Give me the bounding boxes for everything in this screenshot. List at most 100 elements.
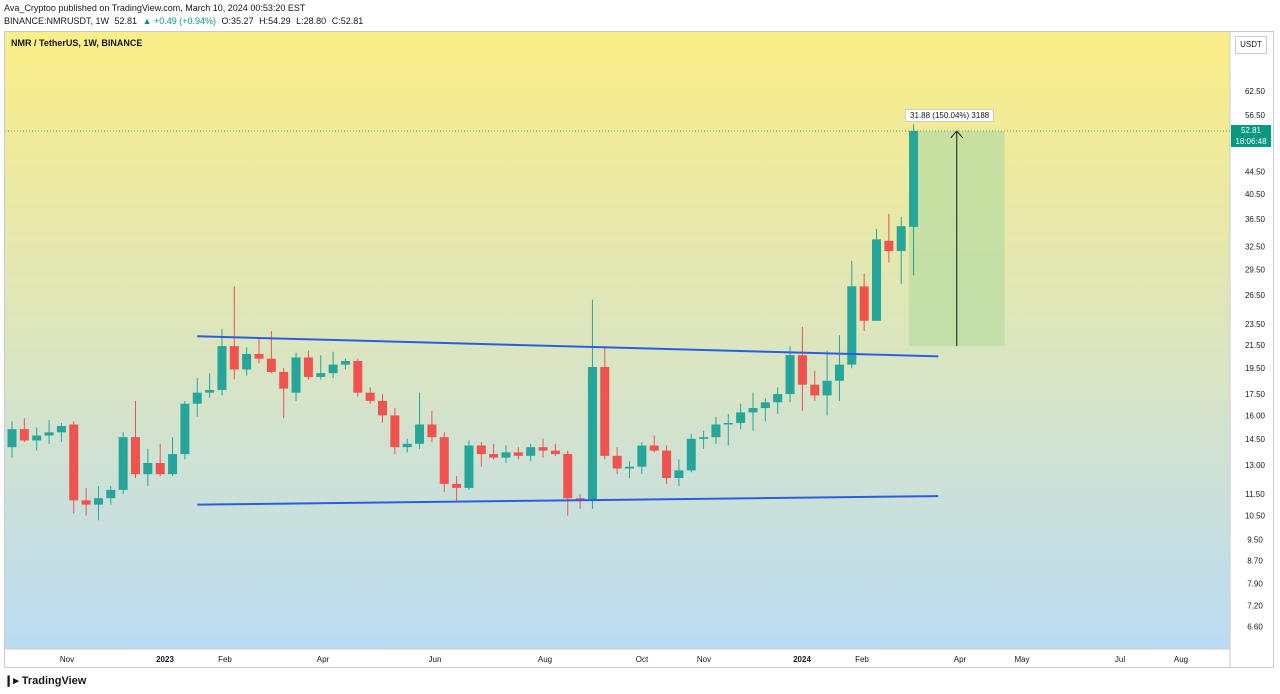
candle-body — [822, 380, 832, 396]
candle[interactable] — [501, 445, 511, 464]
candle-body — [810, 384, 820, 396]
time-tick-label: 2023 — [156, 655, 174, 664]
candle[interactable] — [625, 461, 634, 479]
candle[interactable] — [390, 408, 400, 455]
price-tick-label: 19.50 — [1245, 364, 1266, 373]
candle[interactable] — [402, 438, 412, 453]
candle[interactable] — [131, 400, 140, 479]
candle[interactable] — [526, 443, 536, 462]
candle[interactable] — [365, 387, 375, 404]
candle[interactable] — [859, 273, 869, 332]
candle[interactable] — [723, 413, 733, 446]
candle[interactable] — [760, 398, 770, 422]
chart-frame[interactable]: 62.50 56.50 44.50 40.50 36.50 32.50 29.50 26.50… — [4, 31, 1274, 668]
candle[interactable] — [909, 124, 919, 276]
candle[interactable] — [415, 392, 425, 449]
candle[interactable] — [229, 286, 239, 380]
candle[interactable] — [205, 373, 215, 399]
candle[interactable] — [810, 370, 820, 401]
candle[interactable] — [452, 476, 462, 503]
candle[interactable] — [649, 435, 659, 453]
candle[interactable] — [797, 326, 807, 411]
candle[interactable] — [217, 328, 227, 396]
candle[interactable] — [242, 347, 252, 376]
candle[interactable] — [328, 351, 338, 379]
candle[interactable] — [353, 358, 363, 397]
candle[interactable] — [822, 350, 832, 416]
candle[interactable] — [464, 440, 474, 490]
candle[interactable] — [316, 355, 326, 380]
candle[interactable] — [56, 422, 66, 443]
price-tick-label: 36.50 — [1245, 215, 1266, 224]
candle[interactable] — [291, 352, 301, 401]
candle-body — [340, 361, 350, 365]
candle[interactable] — [32, 427, 42, 451]
candle-body — [452, 483, 462, 488]
candle[interactable] — [563, 450, 573, 516]
candle[interactable] — [513, 447, 523, 460]
chart-background — [5, 32, 1230, 649]
candle[interactable] — [106, 485, 116, 505]
candle[interactable] — [699, 430, 709, 449]
candle[interactable] — [427, 410, 437, 443]
candle[interactable] — [155, 443, 165, 477]
candle[interactable] — [44, 419, 54, 444]
candle[interactable] — [711, 416, 721, 444]
candle[interactable] — [736, 403, 746, 430]
candle[interactable] — [662, 445, 672, 484]
candle[interactable] — [81, 487, 91, 516]
time-tick-label: Oct — [636, 655, 649, 664]
tradingview-footer: ❙▸ TradingView — [4, 674, 86, 688]
candle[interactable] — [340, 358, 350, 370]
candle[interactable] — [118, 432, 128, 495]
last-price-badge: 52.81 18:06:48 — [1231, 124, 1271, 147]
candle-body — [513, 452, 523, 456]
price-tick-label: 16.00 — [1245, 411, 1266, 420]
candle[interactable] — [180, 400, 190, 460]
candle[interactable] — [143, 448, 153, 486]
candle[interactable] — [847, 260, 857, 369]
publisher-line: Ava_Cryptoo published on TradingView.com… — [4, 3, 306, 13]
candle[interactable] — [550, 443, 560, 456]
candle[interactable] — [489, 443, 499, 460]
candle[interactable] — [896, 216, 906, 284]
candle[interactable] — [439, 432, 449, 492]
candle[interactable] — [600, 346, 610, 460]
candle[interactable] — [7, 421, 17, 458]
candle[interactable] — [303, 350, 313, 380]
candle[interactable] — [773, 387, 783, 414]
candle[interactable] — [538, 438, 548, 458]
candle[interactable] — [834, 335, 844, 401]
candle[interactable] — [476, 442, 486, 467]
candle[interactable] — [686, 433, 696, 473]
time-axis-background — [5, 649, 1230, 667]
candle-body — [859, 286, 869, 321]
candle[interactable] — [168, 437, 178, 477]
price-tick-label: 29.50 — [1245, 266, 1266, 275]
price-tick-label: 62.50 — [1245, 87, 1266, 96]
candle[interactable] — [192, 378, 202, 417]
candle-body — [637, 445, 647, 467]
candle-body — [736, 412, 746, 423]
candle[interactable] — [884, 213, 894, 263]
currency-selector[interactable]: USDT — [1235, 36, 1267, 54]
support-trendline[interactable] — [197, 495, 939, 506]
candle[interactable] — [19, 418, 29, 443]
time-tick-label: 2024 — [793, 655, 811, 664]
resistance-trendline[interactable] — [197, 335, 939, 358]
candle-body — [291, 357, 301, 393]
candle-body — [550, 450, 560, 455]
candle[interactable] — [872, 228, 881, 321]
price-chart[interactable]: 62.50 56.50 44.50 40.50 36.50 32.50 29.50 26.50… — [5, 32, 1274, 668]
candle[interactable] — [612, 447, 622, 475]
candle[interactable] — [69, 421, 79, 514]
candle[interactable] — [378, 394, 387, 423]
candle[interactable] — [637, 442, 647, 475]
candle[interactable] — [785, 346, 795, 403]
candle[interactable] — [748, 392, 758, 431]
candle[interactable] — [254, 337, 264, 364]
candle[interactable] — [93, 485, 103, 521]
candle[interactable] — [279, 368, 289, 419]
candle[interactable] — [674, 459, 684, 486]
candle[interactable] — [587, 299, 597, 509]
